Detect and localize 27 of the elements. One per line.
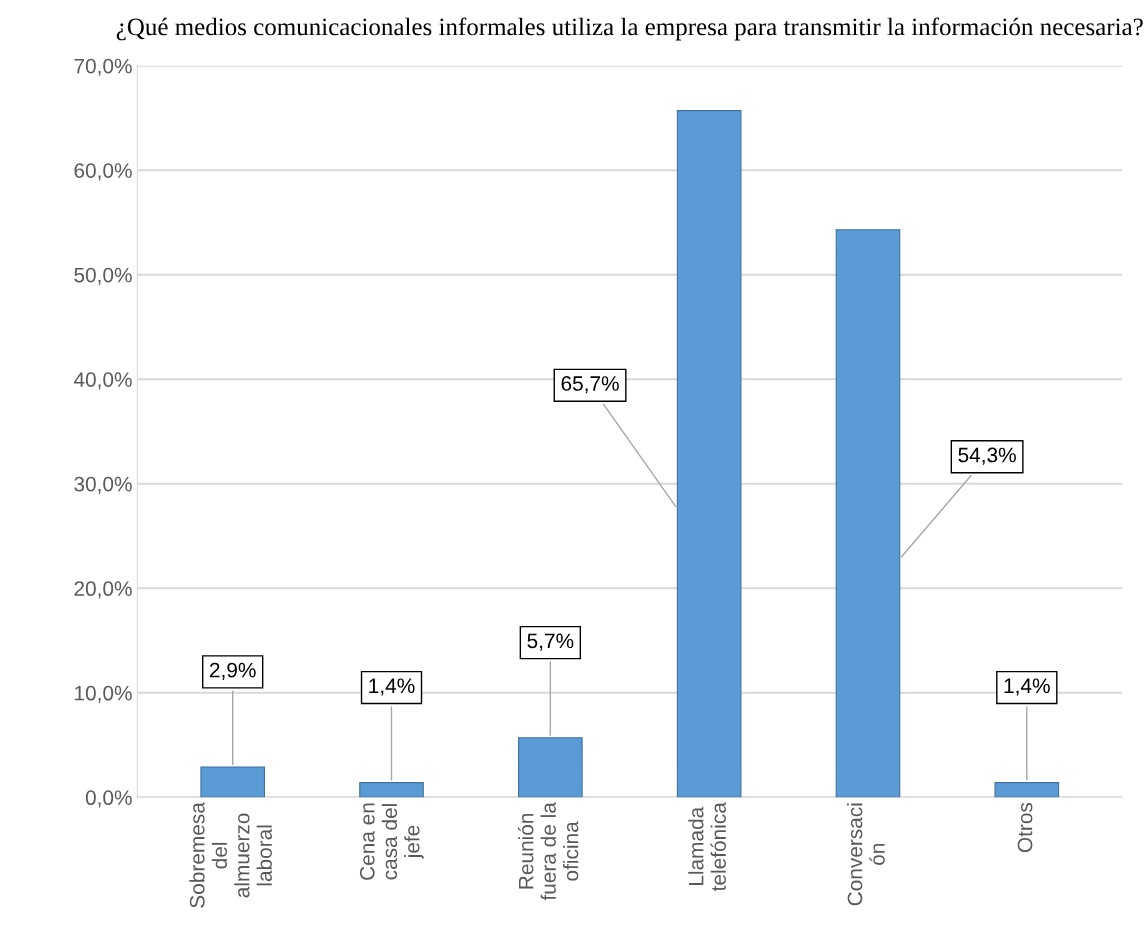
x-tick-label: Conversaci ón [847,803,885,906]
x-tick-label: Cena en casa del jefe [359,803,424,880]
bar [676,110,742,798]
bar [359,782,424,798]
data-label: 1,4% [1004,678,1050,696]
data-label: 54,3% [958,447,1016,465]
y-tick-label: 40,0% [73,372,132,390]
y-tick-label: 50,0% [74,267,132,285]
y-tick-label: 70,0% [74,58,132,76]
x-tick-label: Reunión fuera de la oficina [517,802,579,901]
data-label: 2,9% [210,662,256,680]
data-label: 65,7% [561,376,619,394]
chart-title: ¿Qué medios comunicacionales informales utiliza la empresa para transmitir la información necesaria? [116,17,1143,41]
data-label: 1,4% [369,678,415,696]
data-label: 5,7% [527,633,574,651]
y-tick-label: 30,0% [74,476,132,494]
y-tick-label: 10,0% [75,685,132,703]
x-tick-label: Sobremesa del almuerzo laboral [189,802,272,908]
bar [518,737,583,798]
y-tick-label: 20,0% [74,581,132,599]
y-tick-label: 60,0% [74,163,132,181]
bar [994,782,1060,798]
x-tick-label: Otros [1017,802,1033,853]
y-tick-label: 0,0% [85,790,132,808]
bar [200,766,266,798]
bar [835,229,901,798]
x-tick-label: Llamada telefónica [688,802,726,892]
